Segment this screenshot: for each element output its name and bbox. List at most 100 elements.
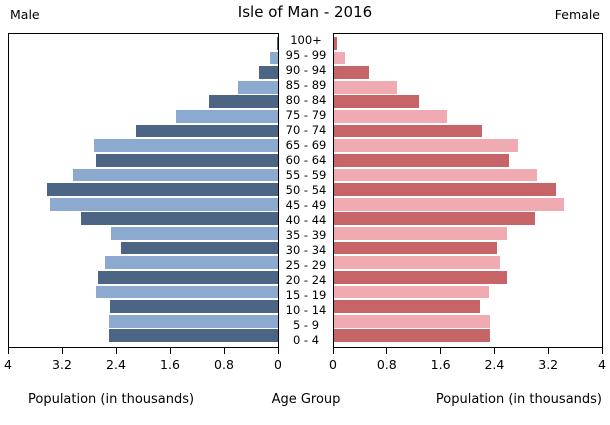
age-label-35-39: 35 - 39 <box>285 227 327 242</box>
male-bar-50-54 <box>47 183 278 196</box>
male-tick-mark-0.8 <box>223 348 225 354</box>
female-bar-70-74 <box>334 124 483 138</box>
female-tick-label-0: 0 <box>329 357 337 372</box>
chart-title: Isle of Man - 2016 <box>237 3 373 21</box>
male-bar-row-45-49 <box>9 197 278 212</box>
male-bar-row-90-94 <box>9 65 278 80</box>
female-bar-row-50-54 <box>334 182 602 197</box>
female-bar-row-85-89 <box>334 80 602 95</box>
female-bar-row-30-34 <box>334 241 602 256</box>
male-bar-row-20-24 <box>9 270 278 285</box>
female-bar-35-39 <box>334 227 507 240</box>
age-label-40-44: 40 - 44 <box>285 212 327 227</box>
female-tick-label-2.4: 2.4 <box>484 357 505 372</box>
female-bar-row-5-9 <box>334 314 602 329</box>
female-bar-80-84 <box>334 95 420 109</box>
female-bar-row-40-44 <box>334 212 602 227</box>
male-bar-65-69 <box>93 139 278 153</box>
male-bar-80-84 <box>209 95 278 109</box>
female-bar-row-45-49 <box>334 197 602 212</box>
male-tick-label-1.6: 1.6 <box>160 357 180 372</box>
male-bar-5-9 <box>108 314 278 328</box>
male-bars-area <box>9 36 278 343</box>
age-group-labels-column: 100+ 95 - 99 90 - 94 85 - 89 80 - 84 75 - 79 7… <box>279 33 333 348</box>
female-axes-panel <box>333 33 603 348</box>
male-bar-75-79 <box>175 110 278 123</box>
female-bar-40-44 <box>334 212 535 226</box>
female-bar-55-59 <box>334 168 537 182</box>
female-bar-row-35-39 <box>334 226 602 241</box>
age-label-15-19: 15 - 19 <box>285 287 327 302</box>
female-axis-tick-labels: 0 0.8 1.6 2.4 3.2 4 <box>329 357 606 373</box>
female-bar-row-20-24 <box>334 270 602 285</box>
male-bar-10-14 <box>109 300 278 313</box>
male-bar-row-70-74 <box>9 124 278 139</box>
female-tick-label-0.8: 0.8 <box>376 357 397 372</box>
female-bar-75-79 <box>334 110 447 123</box>
male-bar-row-35-39 <box>9 226 278 241</box>
male-bar-row-0-4 <box>9 329 278 344</box>
female-bar-row-55-59 <box>334 168 602 183</box>
male-bar-row-15-19 <box>9 285 278 300</box>
age-label-50-54: 50 - 54 <box>285 182 327 197</box>
age-label-55-59: 55 - 59 <box>285 167 327 182</box>
age-label-45-49: 45 - 49 <box>285 197 327 212</box>
male-axis-title: Population (in thousands) <box>28 392 195 407</box>
female-bar-25-29 <box>334 256 501 270</box>
male-bar-row-5-9 <box>9 314 278 329</box>
female-bar-15-19 <box>334 285 490 299</box>
female-bar-30-34 <box>334 241 498 255</box>
female-bar-row-15-19 <box>334 285 602 300</box>
female-bar-85-89 <box>334 80 397 94</box>
female-axis-ticks <box>332 348 603 354</box>
age-label-70-74: 70 - 74 <box>285 122 327 137</box>
female-tick-mark-2.4 <box>493 348 495 354</box>
female-bar-row-25-29 <box>334 255 602 270</box>
male-tick-label-0: 0 <box>274 357 282 372</box>
female-bar-row-10-14 <box>334 299 602 314</box>
age-label-25-29: 25 - 29 <box>285 257 327 272</box>
age-label-100+: 100+ <box>290 32 322 47</box>
male-tick-mark-3.2 <box>61 348 63 354</box>
female-bar-row-90-94 <box>334 65 602 80</box>
age-label-90-94: 90 - 94 <box>285 62 327 77</box>
male-tick-label-4: 4 <box>4 357 12 372</box>
male-axis-ticks <box>7 348 279 354</box>
male-bar-row-85-89 <box>9 80 278 95</box>
male-bar-row-10-14 <box>9 299 278 314</box>
female-bar-60-64 <box>334 153 509 167</box>
age-label-60-64: 60 - 64 <box>285 152 327 167</box>
female-side-label: Female <box>554 7 600 22</box>
male-tick-label-3.2: 3.2 <box>52 357 72 372</box>
female-bar-row-100+ <box>334 36 602 51</box>
female-bar-row-60-64 <box>334 153 602 168</box>
male-tick-mark-0 <box>277 348 279 354</box>
female-bar-45-49 <box>334 197 564 211</box>
male-bar-row-40-44 <box>9 212 278 227</box>
male-bar-70-74 <box>136 124 278 138</box>
male-bar-row-100+ <box>9 36 278 51</box>
male-bar-15-19 <box>96 285 278 299</box>
male-bar-25-29 <box>105 256 278 270</box>
male-side-label: Male <box>10 7 40 22</box>
male-axis-tick-labels: 4 3.2 2.4 1.6 0.8 0 <box>4 357 282 373</box>
male-bar-row-25-29 <box>9 255 278 270</box>
male-bar-45-49 <box>50 197 278 211</box>
male-tick-mark-1.6 <box>169 348 171 354</box>
age-label-30-34: 30 - 34 <box>285 242 327 257</box>
male-bar-95-99 <box>269 51 278 65</box>
male-bar-0-4 <box>108 329 278 343</box>
female-tick-mark-3.2 <box>547 348 549 354</box>
male-bar-row-65-69 <box>9 138 278 153</box>
male-tick-label-0.8: 0.8 <box>214 357 234 372</box>
female-bar-row-0-4 <box>334 329 602 344</box>
female-bar-50-54 <box>334 183 557 196</box>
age-label-85-89: 85 - 89 <box>285 77 327 92</box>
female-tick-label-1.6: 1.6 <box>430 357 451 372</box>
female-tick-mark-4 <box>601 348 603 354</box>
male-bar-row-30-34 <box>9 241 278 256</box>
age-label-65-69: 65 - 69 <box>285 137 327 152</box>
female-bar-row-75-79 <box>334 109 602 124</box>
male-bar-row-80-84 <box>9 95 278 110</box>
